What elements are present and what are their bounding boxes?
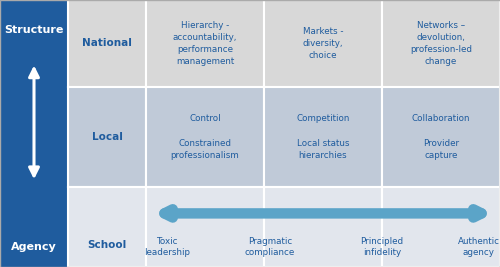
Bar bbox=[68, 87, 146, 187]
Text: Collaboration

Provider
capture: Collaboration Provider capture bbox=[412, 114, 470, 160]
Bar bbox=[264, 187, 382, 267]
Bar bbox=[382, 0, 500, 87]
Text: Pragmatic
compliance: Pragmatic compliance bbox=[245, 237, 295, 257]
Bar bbox=[146, 87, 264, 187]
Text: Toxic
leadership: Toxic leadership bbox=[144, 237, 190, 257]
Text: Principled
infidelity: Principled infidelity bbox=[360, 237, 404, 257]
Bar bbox=[264, 87, 382, 187]
Text: Markets -
diversity,
choice: Markets - diversity, choice bbox=[303, 27, 343, 60]
Bar bbox=[146, 0, 264, 87]
Text: Local: Local bbox=[92, 132, 122, 142]
Bar bbox=[68, 0, 146, 87]
Text: Hierarchy -
accountability,
performance
management: Hierarchy - accountability, performance … bbox=[173, 21, 237, 66]
Bar bbox=[68, 187, 146, 267]
Text: School: School bbox=[88, 239, 126, 250]
Text: Networks –
devolution,
profession-led
change: Networks – devolution, profession-led ch… bbox=[410, 21, 472, 66]
Bar bbox=[0, 0, 68, 267]
Bar bbox=[382, 87, 500, 187]
Bar bbox=[382, 187, 500, 267]
Bar bbox=[264, 0, 382, 87]
Text: National: National bbox=[82, 38, 132, 49]
Text: Control

Constrained
professionalism: Control Constrained professionalism bbox=[170, 114, 239, 160]
Bar bbox=[146, 187, 264, 267]
Text: Agency: Agency bbox=[11, 242, 57, 252]
Text: Structure: Structure bbox=[4, 25, 64, 36]
Text: Competition

Local status
hierarchies: Competition Local status hierarchies bbox=[296, 114, 350, 160]
Text: Authentic
agency: Authentic agency bbox=[458, 237, 500, 257]
